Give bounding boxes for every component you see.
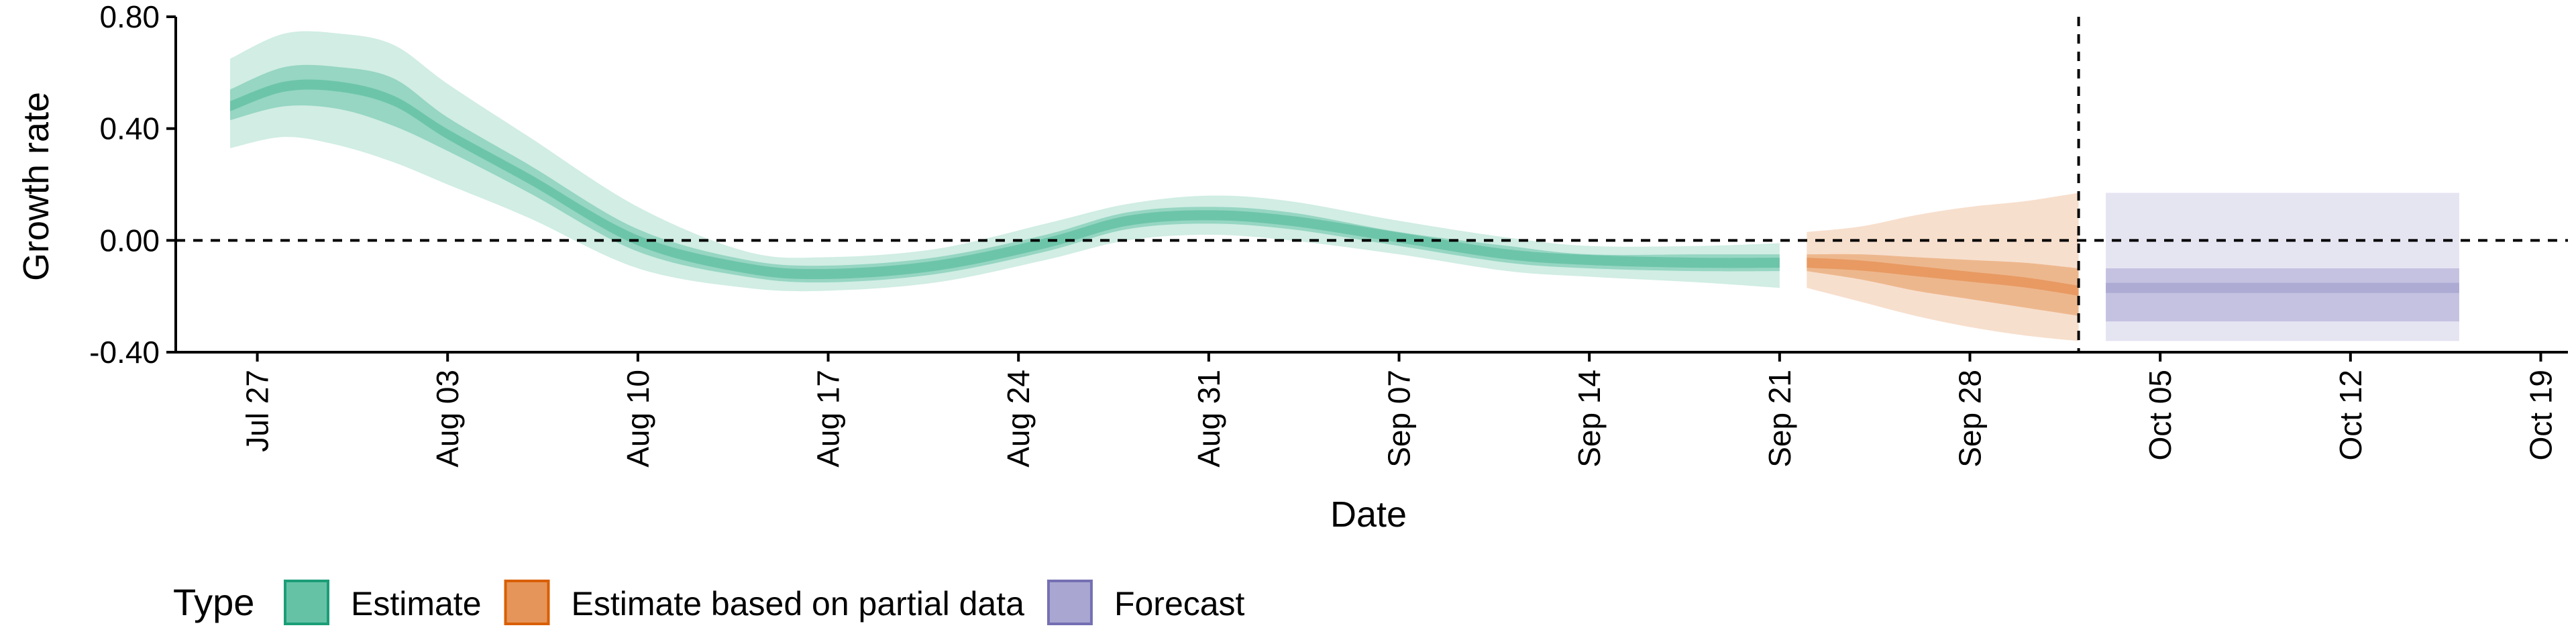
legend-swatch-estimate <box>284 580 329 625</box>
x-axis-title: Date <box>1330 494 1407 535</box>
x-tick-label: Aug 10 <box>621 370 655 468</box>
forecast-median <box>2106 282 2459 293</box>
x-tick-label: Oct 05 <box>2143 370 2178 461</box>
y-tick-label: 0.00 <box>99 223 160 258</box>
legend-title: Type <box>173 581 254 623</box>
y-axis-title: Growth rate <box>16 92 56 281</box>
legend-label-forecast: Forecast <box>1114 585 1245 623</box>
y-tick-label: 0.40 <box>99 111 160 146</box>
x-tick-label: Sep 07 <box>1382 370 1417 468</box>
x-tick-label: Sep 14 <box>1572 370 1607 468</box>
legend-swatch-forecast <box>1046 580 1093 625</box>
axes: -0.40 0.00 0.40 0.80 Jul 27 Aug 03 Aug 10 Aug 1… <box>89 0 2568 468</box>
x-tick-label: Aug 31 <box>1191 370 1226 468</box>
x-tick-label: Jul 27 <box>240 370 275 452</box>
x-tick-label: Sep 21 <box>1762 370 1797 468</box>
legend-swatch-estimate-based-on-partial-data <box>504 580 550 625</box>
legend: Type Estimate Estimate based on partial d… <box>173 580 1245 625</box>
y-tick-label: -0.40 <box>89 335 160 370</box>
x-tick-label: Oct 19 <box>2523 370 2558 461</box>
estimate-median <box>230 79 1780 280</box>
legend-label-estimate-based-on-partial-data: Estimate based on partial data <box>572 585 1025 623</box>
x-tick-label: Aug 17 <box>811 370 846 468</box>
forecast-band-50 <box>2106 268 2459 322</box>
x-tick-label: Oct 12 <box>2333 370 2368 461</box>
x-tick-label: Aug 03 <box>430 370 465 468</box>
estimate-based-on-partial-data-median <box>1807 258 2079 296</box>
plot-area <box>230 31 2459 341</box>
y-tick-label: 0.80 <box>99 0 160 34</box>
x-tick-label: Aug 24 <box>1001 370 1036 468</box>
x-tick-label: Sep 28 <box>1953 370 1988 468</box>
legend-label-estimate: Estimate <box>351 585 482 623</box>
